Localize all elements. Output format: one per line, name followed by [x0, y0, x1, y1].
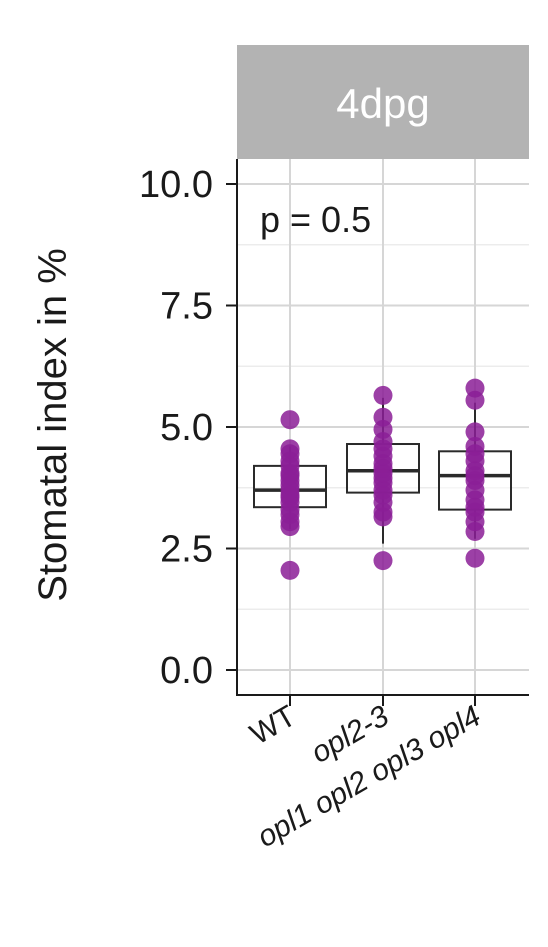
data-point [465, 548, 485, 568]
data-point [280, 439, 300, 459]
y-tick-label: 7.5 [160, 286, 213, 328]
data-point [373, 407, 393, 427]
data-point [465, 436, 485, 456]
y-tick-label: 0.0 [160, 650, 213, 692]
facet-label: 4dpg [336, 80, 429, 127]
data-point [280, 560, 300, 580]
y-tick-label: 5.0 [160, 407, 213, 449]
data-point [373, 551, 393, 571]
data-points [280, 378, 485, 580]
y-axis-title: Stomatal index in % [31, 248, 75, 602]
y-ticks: 0.0 2.5 5.0 7.5 10.0 [139, 164, 237, 692]
data-point [280, 410, 300, 430]
x-tick-label: WT [245, 699, 302, 751]
data-point [465, 378, 485, 398]
data-point [373, 385, 393, 405]
p-value-annotation: p = 0.5 [260, 199, 371, 240]
y-tick-label: 2.5 [160, 529, 213, 571]
facet-strip [237, 45, 529, 159]
data-point [465, 422, 485, 442]
y-tick-label: 10.0 [139, 164, 213, 206]
